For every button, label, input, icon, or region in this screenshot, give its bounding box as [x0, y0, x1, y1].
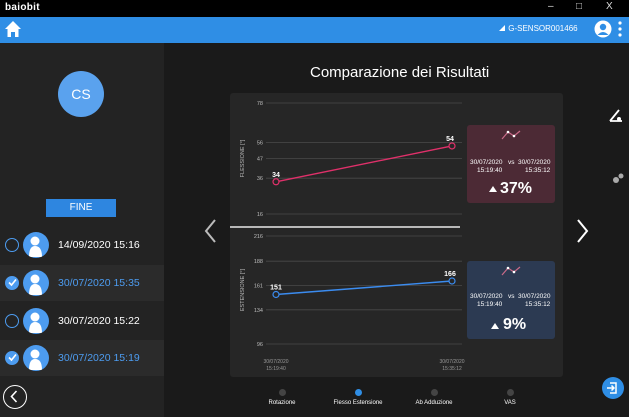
app-header: [0, 17, 629, 43]
y-tick-label: 36: [257, 176, 263, 182]
person-icon: [23, 345, 49, 371]
next-chart-arrow[interactable]: [576, 218, 590, 244]
maximize-button[interactable]: □: [576, 1, 583, 12]
sensor-indicator[interactable]: G-SENSOR001466: [498, 24, 578, 33]
more-menu-icon[interactable]: [618, 20, 622, 38]
session-date: 14/09/2020 15:16: [58, 239, 140, 251]
card-vs: vs: [508, 159, 515, 166]
card-time-from: 15:19:40: [477, 301, 503, 308]
series-line: [275, 280, 453, 296]
fine-button[interactable]: FINE: [46, 199, 116, 217]
card-time-to: 15:35:12: [525, 167, 551, 174]
data-label: 166: [444, 271, 456, 278]
data-label: 34: [272, 172, 280, 179]
home-icon[interactable]: [4, 20, 22, 38]
data-point: [448, 277, 456, 285]
tab-indicator-dot[interactable]: [431, 389, 438, 396]
session-row[interactable]: 30/07/2020 15:22: [0, 303, 164, 339]
card-date-to: 30/07/2020: [518, 159, 551, 166]
sensor-id: G-SENSOR001466: [508, 24, 578, 33]
data-point: [272, 178, 280, 186]
comparison-charts: 16 36 47 56 78 FLESSIONE [°] 34 54 96 134 161 188 21…: [230, 101, 465, 372]
card-date-to: 30/07/2020: [518, 293, 551, 300]
tab-flesso-estensione[interactable]: Flesso Estensione: [333, 400, 383, 406]
data-label: 151: [270, 285, 282, 292]
session-select-radio[interactable]: [5, 314, 19, 328]
session-row[interactable]: 30/07/2020 15:35: [0, 265, 164, 301]
y-tick-label: 161: [254, 284, 263, 290]
exit-icon: [607, 382, 617, 394]
patient-initials: CS: [71, 86, 91, 102]
tab-indicator-dot[interactable]: [507, 389, 514, 396]
y-tick-label: 47: [257, 157, 263, 163]
person-icon: [23, 232, 49, 258]
session-select-radio[interactable]: [5, 351, 19, 365]
check-icon: [8, 353, 17, 362]
extension-improvement: 9%: [503, 316, 527, 333]
patient-avatar: CS: [58, 71, 104, 117]
y-tick-label: 216: [254, 234, 263, 240]
joint-icon[interactable]: [612, 170, 624, 186]
arrow-up-icon: [489, 186, 497, 192]
data-point: [448, 142, 456, 150]
x-tick-label: 30/07/2020: [439, 359, 464, 365]
extension-comparison-card: 30/07/2020 15:19:40 vs 30/07/2020 15:35:…: [467, 261, 555, 339]
y-tick-label: 96: [257, 342, 263, 348]
y-tick-label: 134: [254, 308, 263, 314]
chevron-left-icon: [10, 390, 18, 403]
previous-chart-arrow[interactable]: [203, 218, 217, 244]
app-title: baiobit: [5, 2, 40, 13]
arrow-up-icon: [491, 323, 499, 329]
tab-ab-adduzione[interactable]: Ab Adduzione: [415, 400, 453, 406]
session-select-radio[interactable]: [5, 276, 19, 290]
person-icon: [23, 308, 49, 334]
tab-rotazione[interactable]: Rotazione: [268, 400, 296, 406]
tab-indicator-dot[interactable]: [355, 389, 362, 396]
session-date: 30/07/2020 15:35: [58, 277, 140, 289]
y-tick-label: 188: [254, 259, 263, 265]
card-vs: vs: [508, 293, 515, 300]
person-icon: [23, 270, 49, 296]
close-button[interactable]: X: [606, 1, 613, 12]
user-account-icon[interactable]: [594, 20, 612, 38]
exit-button[interactable]: [602, 377, 624, 399]
session-row[interactable]: 14/09/2020 15:16: [0, 227, 164, 263]
session-date: 30/07/2020 15:19: [58, 352, 140, 364]
x-tick-label: 30/07/2020: [263, 359, 288, 365]
session-row[interactable]: 30/07/2020 15:19: [0, 340, 164, 376]
window-titlebar: baiobit – □ X: [0, 0, 629, 17]
page-title: Comparazione dei Risultati: [310, 64, 490, 81]
check-icon: [8, 278, 17, 287]
data-point: [272, 290, 280, 299]
y-tick-label: 56: [257, 140, 263, 146]
y-tick-label: 78: [257, 101, 263, 107]
series-line: [275, 145, 453, 183]
tab-indicator-dot[interactable]: [279, 389, 286, 396]
signal-icon: [499, 25, 505, 31]
back-button[interactable]: [3, 385, 27, 409]
y-tick-label: 16: [257, 212, 263, 218]
flexion-comparison-card: 30/07/2020 15:19:40 vs 30/07/2020 15:35:…: [467, 125, 555, 203]
card-date-from: 30/07/2020: [470, 159, 503, 166]
flexion-improvement: 37%: [500, 180, 533, 197]
tab-vas[interactable]: VAS: [504, 400, 516, 406]
sparkline-icon: [501, 130, 521, 140]
sparkline-icon: [501, 266, 521, 276]
session-select-radio[interactable]: [5, 238, 19, 252]
session-date: 30/07/2020 15:22: [58, 315, 140, 327]
y-axis-label: FLESSIONE [°]: [240, 139, 246, 177]
data-label: 54: [446, 136, 454, 143]
x-tick-label: 15:19:40: [266, 366, 286, 372]
card-time-to: 15:35:12: [525, 301, 551, 308]
x-tick-label: 15:35:12: [442, 366, 462, 372]
angle-measure-icon[interactable]: [608, 107, 624, 123]
minimize-button[interactable]: –: [548, 1, 554, 12]
card-time-from: 15:19:40: [477, 167, 503, 174]
y-axis-label: ESTENSIONE [°]: [240, 268, 246, 311]
card-date-from: 30/07/2020: [470, 293, 503, 300]
